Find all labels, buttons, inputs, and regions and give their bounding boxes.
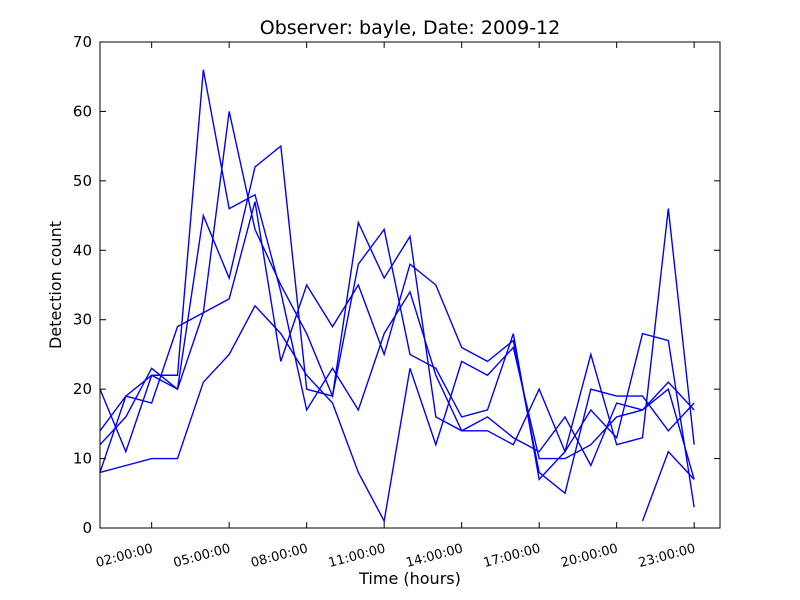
series-line-6 (641, 450, 695, 522)
series-line-5 (99, 304, 695, 524)
x-tick-label: 17:00:00 (482, 541, 542, 571)
y-tick-label: 20 (73, 380, 92, 398)
y-tick-label: 0 (82, 519, 92, 537)
x-tick-label: 02:00:00 (94, 541, 154, 571)
x-axis-label: Time (hours) (358, 569, 461, 588)
y-tick-label: 40 (73, 241, 92, 259)
x-tick-label: 08:00:00 (249, 541, 309, 571)
series-line-4 (99, 201, 695, 495)
y-axis: 0 10 20 30 40 50 60 70 (73, 33, 720, 537)
series-line-1 (99, 69, 695, 508)
x-tick-label: 20:00:00 (559, 541, 619, 571)
series-line-2 (99, 144, 695, 468)
chart-title: Observer: bayle, Date: 2009-12 (260, 17, 561, 39)
series-line-3 (99, 111, 695, 481)
x-tick-label: 23:00:00 (637, 541, 697, 571)
y-tick-label: 60 (73, 102, 92, 120)
plot-area (99, 41, 721, 529)
y-tick-label: 70 (73, 33, 92, 51)
y-tick-label: 30 (73, 311, 92, 329)
x-tick-label: 14:00:00 (404, 541, 464, 571)
y-tick-label: 50 (73, 172, 92, 190)
y-axis-label: Detection count (46, 221, 65, 349)
x-axis: 02:00:00 05:00:00 08:00:00 11:00:00 14:00:00… (94, 42, 697, 571)
y-tick-label: 10 (73, 450, 92, 468)
x-tick-label: 05:00:00 (172, 541, 232, 571)
x-tick-label: 11:00:00 (327, 541, 387, 571)
series-group (99, 69, 695, 524)
